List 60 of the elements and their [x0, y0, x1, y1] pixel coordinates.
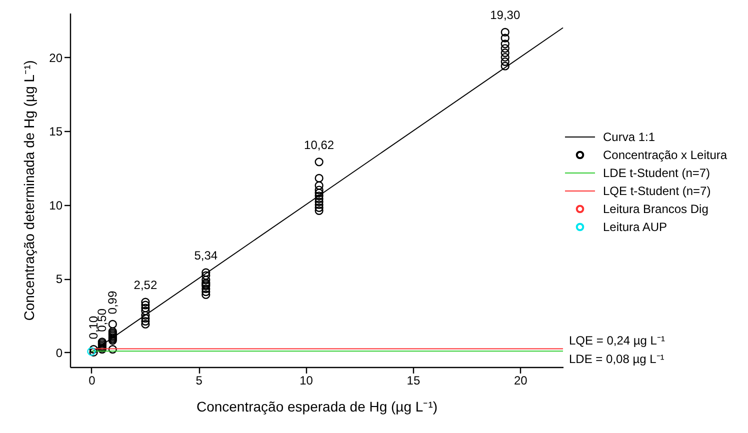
point: [314, 198, 324, 206]
point: [202, 290, 210, 300]
annotation: 5,34: [194, 248, 218, 263]
legend-label: Leitura AUP: [603, 220, 668, 234]
legend-label: Curva 1:1: [603, 130, 656, 144]
y-tick-label: 10: [49, 198, 63, 212]
point: [108, 320, 117, 329]
point: [141, 314, 150, 323]
point: [141, 300, 150, 310]
annotation: 10,62: [304, 138, 334, 152]
point: [314, 174, 324, 182]
y-tick-label: 5: [56, 272, 63, 286]
point: [141, 298, 150, 306]
point: [314, 181, 324, 190]
point: [141, 311, 150, 320]
annotation: 2,52: [134, 278, 158, 292]
point: [314, 188, 324, 198]
point: [314, 200, 324, 210]
point: [500, 28, 510, 36]
point: [141, 304, 150, 312]
y-tick-label: 0: [56, 346, 63, 360]
point: [500, 57, 510, 66]
annotation: LDE = 0,08 µg L⁻¹: [569, 352, 664, 366]
point: [202, 284, 210, 294]
point: [141, 320, 150, 329]
legend-label: LDE t-Student (n=7): [603, 166, 710, 180]
point: [202, 268, 210, 277]
point: [314, 158, 324, 166]
point: [141, 306, 150, 316]
point: [314, 192, 324, 200]
annotation: LQE = 0,24 µg L⁻¹: [569, 334, 665, 348]
y-tick-label: 20: [49, 50, 63, 65]
point: [500, 62, 510, 70]
legend-label: Leitura Brancos Dig: [603, 202, 708, 216]
x-axis-title: Concentração esperada de Hg (µg L⁻¹): [196, 398, 438, 414]
x-tick-label: 10: [300, 374, 314, 388]
point: [500, 44, 510, 53]
point: [108, 345, 117, 354]
point: [202, 276, 210, 284]
point: [500, 40, 510, 48]
point: [500, 48, 510, 58]
point: [314, 203, 324, 212]
x-tick-label: 0: [88, 374, 96, 388]
point: [141, 316, 150, 326]
point: [202, 287, 210, 296]
y-tick-label: 15: [49, 124, 63, 138]
x-tick-label: 5: [196, 374, 203, 388]
x-tick-label: 20: [514, 374, 528, 388]
point: [314, 206, 324, 215]
point: [500, 52, 510, 62]
x-tick-label: 15: [406, 374, 420, 388]
point: [500, 34, 510, 42]
point: [202, 271, 210, 280]
legend-label: Concentração x Leitura: [603, 148, 728, 162]
annotation: 0,99: [106, 290, 120, 314]
legend-label: LQE t-Student (n=7): [603, 184, 711, 198]
point: [314, 186, 324, 194]
y-axis-title: Concentração determinada de Hg (µg L⁻¹): [21, 60, 38, 321]
point: [314, 194, 324, 204]
annotation: 19,30: [490, 8, 520, 22]
